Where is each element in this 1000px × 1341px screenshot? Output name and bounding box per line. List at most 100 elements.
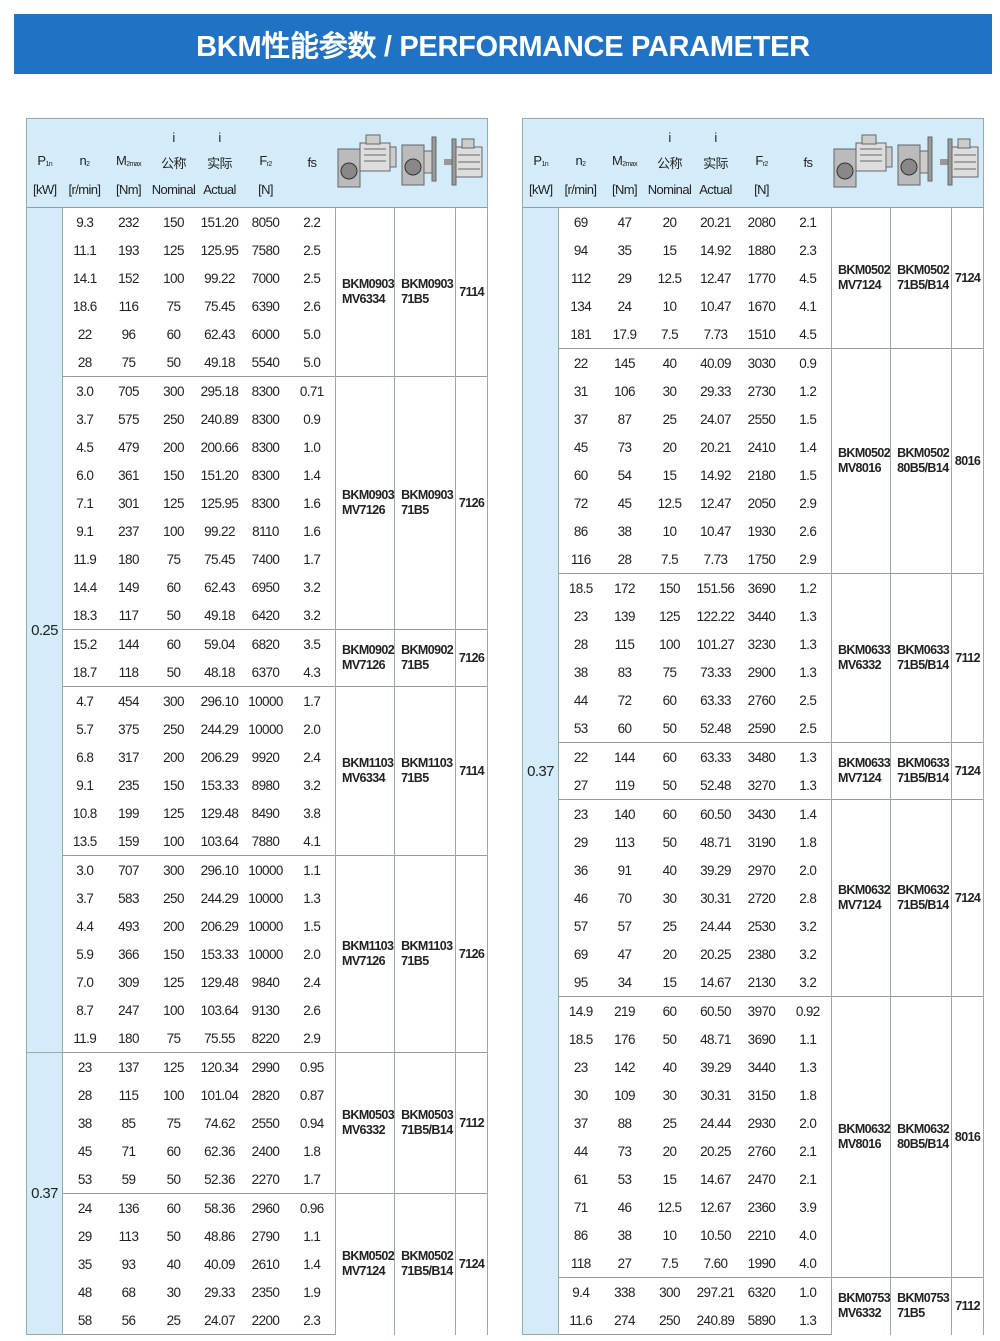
table-row: 86 38 10 10.50 2210 4.0: [523, 1221, 984, 1249]
speed-cell: 3.0: [62, 376, 107, 405]
ratio-nominal-cell: 250: [163, 890, 184, 906]
ratio-actual-cell: 24.07: [196, 1306, 243, 1335]
service-factor-cell: 2.3: [288, 1306, 336, 1335]
page-title: BKM性能参数 / PERFORMANCE PARAMETER: [14, 14, 992, 74]
speed-cell: 7.1: [76, 495, 94, 511]
table-row: 15.2 144 60 59.04 6820 3.5 BKM0902 MV7126 BKM090…: [27, 629, 489, 687]
radial-load-cell: 2930: [747, 1115, 776, 1131]
model-line: BKM0503: [342, 1108, 395, 1122]
table-row: 5.7 375 250 244.29 10000 2.0: [27, 715, 488, 743]
header-subscript: 2: [582, 161, 586, 168]
torque-cell: 199: [118, 805, 139, 821]
ratio-actual-cell: 240.89: [200, 411, 239, 427]
torque-cell: 149: [118, 579, 139, 595]
ratio-nominal-cell: 200: [163, 749, 184, 765]
service-factor-cell: 2.6: [799, 523, 817, 539]
table-row: 134 24 10 10.47 1670 4.1: [523, 292, 984, 320]
gearmotor-icon: [832, 133, 894, 194]
torque-cell: 73: [617, 1143, 632, 1159]
ratio-nominal-cell: 25: [662, 918, 677, 934]
header-torque: M2max [Nm]: [106, 118, 151, 208]
header-text: [Nm]: [611, 182, 638, 197]
service-factor-cell: 3.5: [288, 629, 336, 658]
ratio-nominal-cell: 12.5: [657, 270, 682, 286]
header-text: M: [116, 153, 127, 168]
torque-cell: 137: [106, 1052, 151, 1081]
table-row: 95 34 15 14.67 2130 3.2: [523, 968, 984, 997]
ratio-nominal-cell: 50: [662, 720, 677, 736]
ratio-nominal-cell: 50: [166, 1171, 181, 1187]
model-line: MV8016: [838, 1137, 882, 1151]
ratio-nominal-cell: 60: [150, 629, 197, 658]
torque-cell: 75: [121, 354, 136, 370]
radial-load-cell: 2550: [251, 1115, 280, 1131]
radial-load-cell: 2200: [242, 1306, 289, 1335]
service-factor-cell: 4.1: [303, 833, 321, 849]
ratio-nominal-cell: 30: [662, 1087, 677, 1103]
model-line: 71B5/B14: [401, 1123, 453, 1137]
table-row: 9.1 235 150 153.33 8980 3.2: [27, 771, 488, 799]
header-text: i: [172, 130, 175, 145]
radial-load-cell: 7880: [251, 833, 280, 849]
torque-cell: 53: [617, 1171, 632, 1187]
table-row: 38 85 75 74.62 2550 0.94: [27, 1109, 488, 1137]
table-row: 14.9 219 60 60.50 3970 0.92 BKM0632 MV8016 BKM06…: [523, 996, 985, 1278]
ratio-actual-cell: 48.18: [204, 664, 235, 680]
radial-load-cell: 9840: [251, 974, 280, 990]
motor-code: 7126: [455, 629, 489, 687]
ratio-nominal-cell: 50: [166, 1228, 181, 1244]
model-line: BKM0632: [897, 1122, 950, 1136]
ratio-actual-cell: 73.33: [700, 664, 731, 680]
power-value: 0.37: [522, 207, 559, 1335]
torque-cell: 45: [617, 495, 632, 511]
model-line: 71B5: [401, 954, 429, 968]
ratio-nominal-cell: 7.5: [661, 326, 679, 342]
radial-load-cell: 2990: [242, 1052, 289, 1081]
ratio-actual-cell: 39.29: [700, 1059, 731, 1075]
ratio-nominal-cell: 60: [646, 996, 693, 1025]
speed-cell: 3.7: [76, 411, 94, 427]
model-line: BKM1103: [342, 756, 394, 770]
gearmotor-model: BKM0502 MV7124: [830, 207, 892, 349]
radial-load-cell: 3970: [738, 996, 785, 1025]
torque-cell: 493: [118, 918, 139, 934]
ratio-nominal-cell: 50: [662, 1031, 677, 1047]
ratio-actual-cell: 125.95: [200, 242, 239, 258]
torque-cell: 71: [121, 1143, 136, 1159]
radial-load-cell: 2550: [747, 411, 776, 427]
model-line: MV7126: [342, 954, 386, 968]
torque-cell: 28: [617, 551, 632, 567]
model-line: 71B5/B14: [897, 771, 949, 785]
torque-cell: 24: [617, 298, 632, 314]
ratio-actual-cell: 20.25: [700, 946, 731, 962]
power-value: 0.25: [26, 207, 63, 1053]
table-row: 94 35 15 14.92 1880 2.3: [523, 236, 984, 264]
ratio-nominal-cell: 20: [662, 946, 677, 962]
ratio-actual-cell: 62.36: [204, 1143, 235, 1159]
speed-cell: 45: [573, 439, 588, 455]
radial-load-cell: 8110: [252, 523, 279, 539]
service-factor-cell: 3.2: [799, 946, 817, 962]
header-subscript: 2max: [622, 161, 637, 168]
service-factor-cell: 1.7: [303, 1171, 321, 1187]
header-text: n: [575, 153, 583, 168]
speed-cell: 5.7: [76, 721, 94, 737]
torque-cell: 116: [118, 298, 139, 314]
header-text: F: [755, 153, 763, 168]
table-row: 11.9 180 75 75.45 7400 1.7: [27, 545, 488, 573]
service-factor-cell: 2.4: [303, 974, 321, 990]
table-row: 60 54 15 14.92 2180 1.5: [523, 461, 984, 489]
radial-load-cell: 2820: [251, 1087, 280, 1103]
model-line: BKM0903: [342, 488, 395, 502]
service-factor-cell: 3.8: [303, 805, 321, 821]
ratio-nominal-cell: 300: [150, 686, 197, 715]
speed-cell: 58: [62, 1306, 107, 1335]
speed-cell: 38: [77, 1115, 92, 1131]
torque-cell: 301: [118, 495, 139, 511]
torque-cell: 38: [617, 1227, 632, 1243]
model-line: BKM0753: [897, 1291, 950, 1306]
ratio-actual-cell: 295.18: [196, 376, 243, 405]
ratio-nominal-cell: 60: [646, 799, 693, 828]
torque-cell: 140: [602, 799, 647, 828]
table-row: 118 27 7.5 7.60 1990 4.0: [523, 1249, 984, 1278]
